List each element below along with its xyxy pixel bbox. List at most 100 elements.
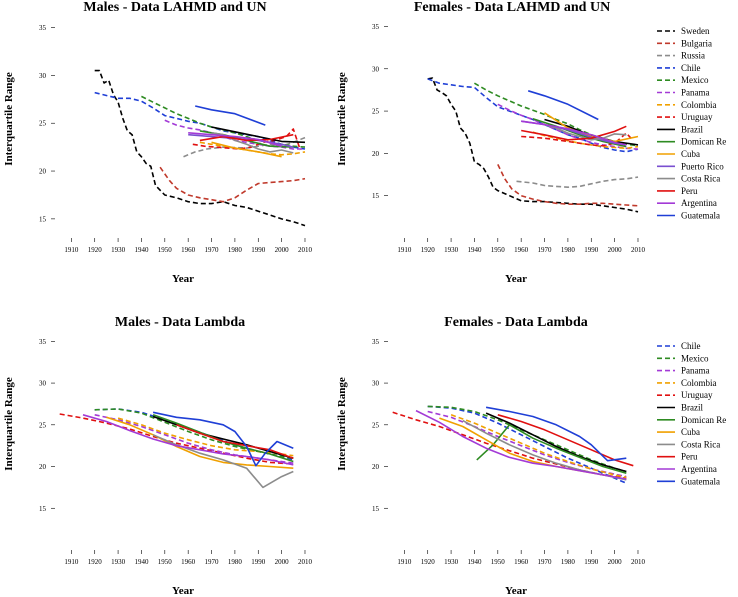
legend-entry-argentina: Argentina <box>681 198 717 208</box>
series-line-chile <box>427 405 627 484</box>
series-line-chile <box>94 91 306 150</box>
panel-males-lahmd-un: Males - Data LAHMD and UN Year Interquar… <box>3 0 312 285</box>
y-tick-label: 20 <box>372 150 380 158</box>
y-tick-label: 35 <box>39 338 47 346</box>
legend-entry-mexico: Mexico <box>681 353 709 363</box>
legend-entry-peru: Peru <box>681 452 698 462</box>
x-tick-label: 1930 <box>111 246 126 254</box>
x-axis-label: Year <box>505 585 527 597</box>
series-line-argentina <box>521 120 627 146</box>
legend-entry-russia: Russia <box>681 51 705 61</box>
series-line-mexico <box>474 82 639 147</box>
panel-females-lambda: Females - Data Lambda Year Interquartile… <box>336 315 726 597</box>
series-line-panama <box>427 410 627 478</box>
y-tick-label: 30 <box>372 380 380 388</box>
series-line-mexico <box>427 405 627 473</box>
x-tick-label: 1980 <box>228 246 243 254</box>
x-tick-label: 1940 <box>134 246 149 254</box>
series-line-peru <box>199 133 294 142</box>
y-tick-label: 25 <box>39 120 47 128</box>
x-axis-label: Year <box>172 585 194 597</box>
y-tick-label: 20 <box>39 463 47 471</box>
legend-entry-brazil: Brazil <box>681 124 703 134</box>
x-tick-label: 1970 <box>538 246 553 254</box>
x-tick-label: 2000 <box>275 558 290 566</box>
legend-entry-colombia: Colombia <box>681 378 717 388</box>
x-tick-label: 1960 <box>514 246 529 254</box>
series-line-russia <box>183 136 306 158</box>
series-line-puerto-rico <box>188 133 294 148</box>
series-line-brazil <box>211 126 306 144</box>
x-axis-label: Year <box>505 273 527 285</box>
panel-females-lahmd-un: Females - Data LAHMD and UN Year Interqu… <box>336 0 726 285</box>
x-tick-label: 1950 <box>158 246 173 254</box>
y-tick-label: 25 <box>39 421 47 429</box>
series-line-guatemala <box>485 406 627 462</box>
x-tick-label: 2010 <box>631 558 646 566</box>
series-line-peru <box>521 125 627 141</box>
x-tick-label: 1970 <box>205 558 220 566</box>
series-line-sweden <box>427 77 639 213</box>
y-tick-label: 25 <box>372 421 380 429</box>
series-line-guatemala <box>195 105 266 126</box>
x-tick-label: 2000 <box>608 558 623 566</box>
x-tick-label: 1950 <box>158 558 173 566</box>
x-tick-label: 1920 <box>88 246 103 254</box>
x-tick-label: 1980 <box>561 246 576 254</box>
y-axis-label: Interquartile Range <box>336 377 348 471</box>
x-tick-label: 1930 <box>444 558 459 566</box>
y-tick-label: 30 <box>372 65 380 73</box>
series-line-mexico <box>94 408 294 459</box>
x-tick-label: 1910 <box>64 246 79 254</box>
x-tick-label: 2010 <box>631 246 646 254</box>
chart-title: Males - Data LAHMD and UN <box>83 0 266 15</box>
series-line-peru <box>176 424 294 459</box>
legend-entry-domican-re: Domican Re <box>681 137 726 147</box>
y-tick-label: 15 <box>372 192 380 200</box>
x-tick-label: 1940 <box>467 246 482 254</box>
series-line-guatemala <box>527 90 599 121</box>
x-tick-label: 1920 <box>421 246 436 254</box>
x-tick-label: 1980 <box>228 558 243 566</box>
legend-entry-mexico: Mexico <box>681 75 709 85</box>
y-tick-label: 20 <box>372 463 380 471</box>
x-tick-label: 2000 <box>608 246 623 254</box>
y-tick-label: 15 <box>39 215 47 223</box>
legend-entry-costa-rica: Costa Rica <box>681 439 720 449</box>
legend-entry-uruguay: Uruguay <box>681 390 713 400</box>
x-tick-label: 1950 <box>491 558 506 566</box>
legend-entry-puerto-rico: Puerto Rico <box>681 161 724 171</box>
y-tick-label: 35 <box>39 24 47 32</box>
y-tick-label: 20 <box>39 168 47 176</box>
legend-entry-sweden: Sweden <box>681 26 710 36</box>
series-line-argentina <box>188 132 282 147</box>
x-tick-label: 1920 <box>421 558 436 566</box>
series-line-russia <box>516 176 639 188</box>
series-line-guatemala <box>152 411 294 467</box>
legend-entry-chile: Chile <box>681 341 701 351</box>
y-axis-label: Interquartile Range <box>3 377 15 471</box>
x-tick-label: 1950 <box>491 246 506 254</box>
legend-entry-bulgaria: Bulgaria <box>681 38 712 48</box>
x-tick-label: 1910 <box>397 558 412 566</box>
y-axis-label: Interquartile Range <box>3 72 15 166</box>
y-tick-label: 35 <box>372 338 380 346</box>
series-line-brazil <box>544 118 639 146</box>
chart-title: Males - Data Lambda <box>115 315 245 330</box>
chart-title: Females - Data Lambda <box>444 315 588 330</box>
series-line-panama <box>94 414 294 464</box>
x-tick-label: 1980 <box>561 558 576 566</box>
series-line-colombia <box>532 131 639 150</box>
series-line-panama <box>497 103 639 150</box>
legend-entry-argentina: Argentina <box>681 464 717 474</box>
legend-entry-panama: Panama <box>681 88 710 98</box>
x-tick-label: 1930 <box>111 558 126 566</box>
y-tick-label: 30 <box>39 72 47 80</box>
panel-males-lambda: Males - Data Lambda Year Interquartile R… <box>3 315 312 597</box>
series-line-bulgaria <box>497 164 639 207</box>
y-tick-label: 25 <box>372 108 380 116</box>
legend-entry-cuba: Cuba <box>681 427 700 437</box>
series-line-brazil <box>485 412 627 473</box>
x-tick-label: 1960 <box>514 558 529 566</box>
series-line-sweden <box>94 69 306 227</box>
